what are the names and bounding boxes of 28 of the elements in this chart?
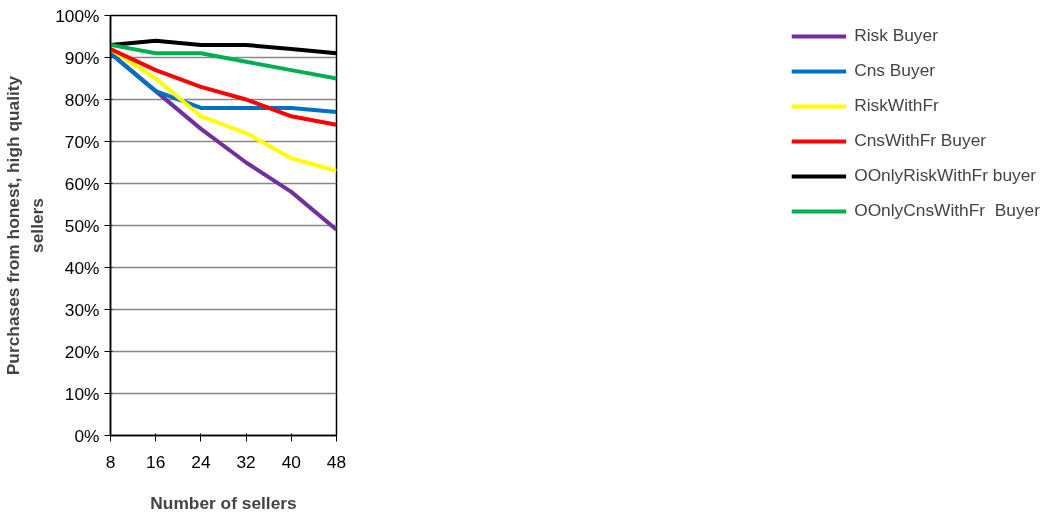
x-tick-label: 40 [281,451,301,472]
x-tick-label: 8 [105,451,116,472]
legend-label: OOnlyRiskWithFr buyer [854,165,1037,186]
legend-label: OOnlyCnsWithFr Buyer [854,200,1040,221]
y-tick-label: 40% [64,257,100,278]
y-tick-label: 30% [64,299,100,320]
y-tick-label: 100% [55,5,100,26]
y-tick-label: 60% [64,173,100,194]
y-tick-label: 10% [64,383,100,404]
y-tick-label: 50% [64,215,100,236]
legend-label: Cns Buyer [854,60,936,81]
x-tick-label: 32 [236,451,256,472]
x-tick-label: 16 [146,451,166,472]
y-tick-label: 20% [64,341,100,362]
y-tick-label: 0% [74,425,100,446]
y-tick-label: 90% [64,47,100,68]
legend-label: Risk Buyer [854,25,938,46]
y-tick-label: 80% [64,89,100,110]
x-axis-title: Number of sellers [150,492,297,513]
x-tick-label: 24 [191,451,211,472]
line-series [110,47,337,127]
y-axis-title: Purchases from honest, high quality sellers [3,75,48,376]
y-tick-label: 70% [64,131,100,152]
legend-label: CnsWithFr Buyer [854,130,987,151]
x-tick-label: 48 [326,451,347,472]
line-series [110,51,337,115]
legend-label: RiskWithFr [854,95,939,116]
line-series [110,42,337,81]
